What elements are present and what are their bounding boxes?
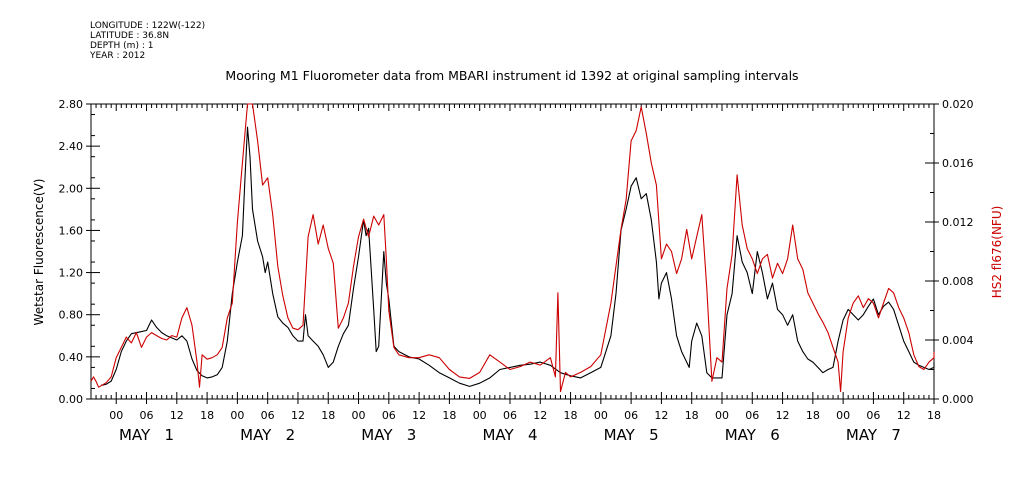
series-layer <box>90 103 935 393</box>
x-tick-label: 00 <box>473 409 487 422</box>
day-label: MAY 3 <box>361 426 416 444</box>
day-label: MAY 5 <box>604 426 659 444</box>
x-tick-label: 00 <box>836 409 850 422</box>
label-layer: 00 06 12 18 00 06 12 18 00 06 12 18 00 06 12 18 00 06 12 18… <box>59 98 974 444</box>
y-left-tick-label: 0.00 <box>59 393 84 406</box>
x-tick-label: 06 <box>382 409 396 422</box>
x-tick-label: 06 <box>140 409 154 422</box>
meta-year: YEAR : 2012 <box>90 51 146 61</box>
tick-layer <box>86 103 939 404</box>
x-tick-label: 18 <box>442 409 456 422</box>
x-tick-label: 00 <box>715 409 729 422</box>
y-right-tick-label: 0.012 <box>942 216 974 229</box>
y-left-tick-label: 1.20 <box>59 267 84 280</box>
y-right-tick-label: 0.016 <box>942 157 974 170</box>
day-label: MAY 1 <box>119 426 174 444</box>
y-left-tick-label: 2.40 <box>59 140 84 153</box>
y-left-tick-label: 2.00 <box>59 182 84 195</box>
x-tick-label: 00 <box>594 409 608 422</box>
x-tick-label: 12 <box>412 409 426 422</box>
day-label: MAY 2 <box>240 426 295 444</box>
x-tick-label: 00 <box>352 409 366 422</box>
x-tick-label: 12 <box>170 409 184 422</box>
y-axis-right-label: HS2 fl676(NFU) <box>990 206 1004 299</box>
series-hs2-line <box>90 103 935 393</box>
meta-depth: DEPTH (m) : 1 <box>90 41 154 51</box>
chart-title: Mooring M1 Fluorometer data from MBARI i… <box>225 68 798 83</box>
metadata-block: LONGITUDE : 122W(-122) LATITUDE : 36.8N … <box>90 21 205 61</box>
y-left-tick-label: 0.80 <box>59 309 84 322</box>
x-tick-label: 06 <box>261 409 275 422</box>
day-label: MAY 6 <box>725 426 780 444</box>
day-label: MAY 7 <box>846 426 901 444</box>
y-left-tick-label: 2.80 <box>59 98 84 111</box>
y-left-tick-label: 0.40 <box>59 351 84 364</box>
x-tick-label: 12 <box>291 409 305 422</box>
meta-latitude: LATITUDE : 36.8N <box>90 31 170 41</box>
day-label: MAY 4 <box>482 426 537 444</box>
x-tick-label: 00 <box>230 409 244 422</box>
y-right-tick-label: 0.008 <box>942 275 974 288</box>
y-right-tick-label: 0.004 <box>942 334 974 347</box>
meta-longitude: LONGITUDE : 122W(-122) <box>90 21 206 31</box>
x-tick-label: 12 <box>533 409 547 422</box>
x-tick-label: 18 <box>806 409 820 422</box>
x-tick-label: 00 <box>109 409 123 422</box>
x-tick-label: 18 <box>200 409 214 422</box>
x-tick-label: 06 <box>866 409 880 422</box>
x-tick-label: 06 <box>503 409 517 422</box>
x-tick-label: 06 <box>745 409 759 422</box>
y-right-tick-label: 0.020 <box>942 98 974 111</box>
x-tick-label: 18 <box>564 409 578 422</box>
y-left-tick-label: 1.60 <box>59 224 84 237</box>
x-tick-label: 06 <box>624 409 638 422</box>
plot-frame <box>90 103 935 400</box>
x-tick-label: 18 <box>927 409 941 422</box>
y-axis-left-label: Wetstar Fluorescence(V) <box>32 179 46 326</box>
x-tick-label: 12 <box>776 409 790 422</box>
y-right-tick-label: 0.000 <box>942 393 974 406</box>
series-wetstar-line <box>100 126 935 387</box>
x-tick-label: 12 <box>654 409 668 422</box>
x-tick-label: 18 <box>685 409 699 422</box>
x-tick-label: 12 <box>897 409 911 422</box>
x-tick-label: 18 <box>321 409 335 422</box>
